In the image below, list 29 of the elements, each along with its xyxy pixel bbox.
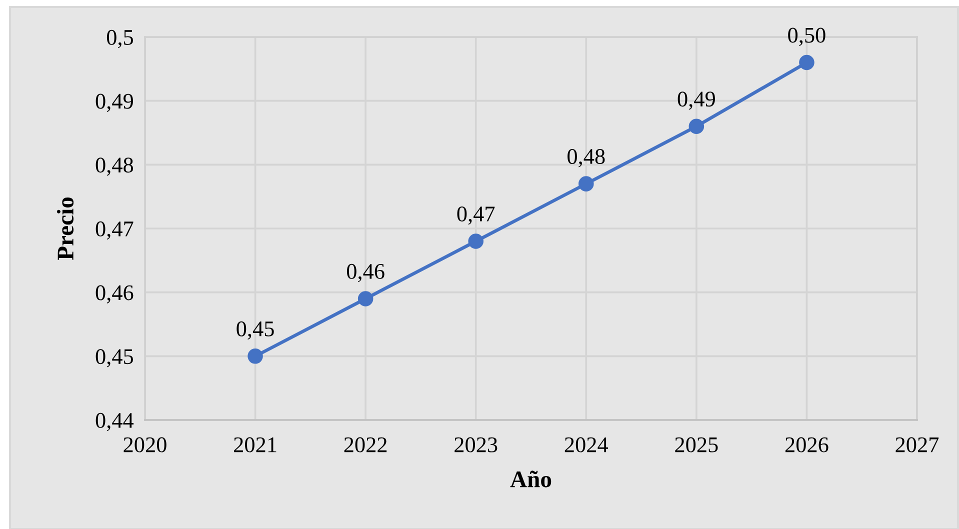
y-tick-label: 0,48 — [96, 158, 134, 176]
point — [578, 176, 594, 192]
x-tick-label: 2025 — [675, 437, 718, 452]
x-tick-label: 2026 — [785, 437, 828, 452]
point — [248, 348, 263, 364]
x-tick-label: 2022 — [344, 437, 387, 452]
x-axis-title: Año — [510, 470, 552, 488]
y-tick-label: 0,44 — [96, 412, 134, 432]
data-label: 0,46 — [346, 264, 384, 282]
data-label: 0,47 — [457, 206, 495, 225]
point — [799, 54, 814, 70]
data-label: 0,45 — [236, 321, 274, 340]
point — [468, 234, 484, 249]
x-tick-label: 2027 — [896, 437, 939, 452]
y-tick-label: 0,45 — [96, 349, 134, 368]
y-tick-label: 0,47 — [96, 221, 134, 240]
point — [358, 291, 374, 306]
x-tick-label: 2023 — [454, 437, 498, 452]
data-label: 0,48 — [568, 149, 605, 168]
x-tick-label: 2024 — [564, 437, 608, 452]
point — [688, 118, 704, 134]
data-label: 0,50 — [788, 28, 826, 46]
x-tick-label: 2021 — [234, 437, 276, 452]
y-tick-label: 0,49 — [96, 94, 133, 112]
y-tick-label: 0,5 — [106, 30, 134, 48]
data-label: 0,49 — [678, 92, 715, 110]
x-tick-label: 2020 — [124, 437, 166, 452]
y-axis-title: Precio — [56, 197, 74, 260]
y-tick-label: 0,46 — [96, 285, 134, 304]
